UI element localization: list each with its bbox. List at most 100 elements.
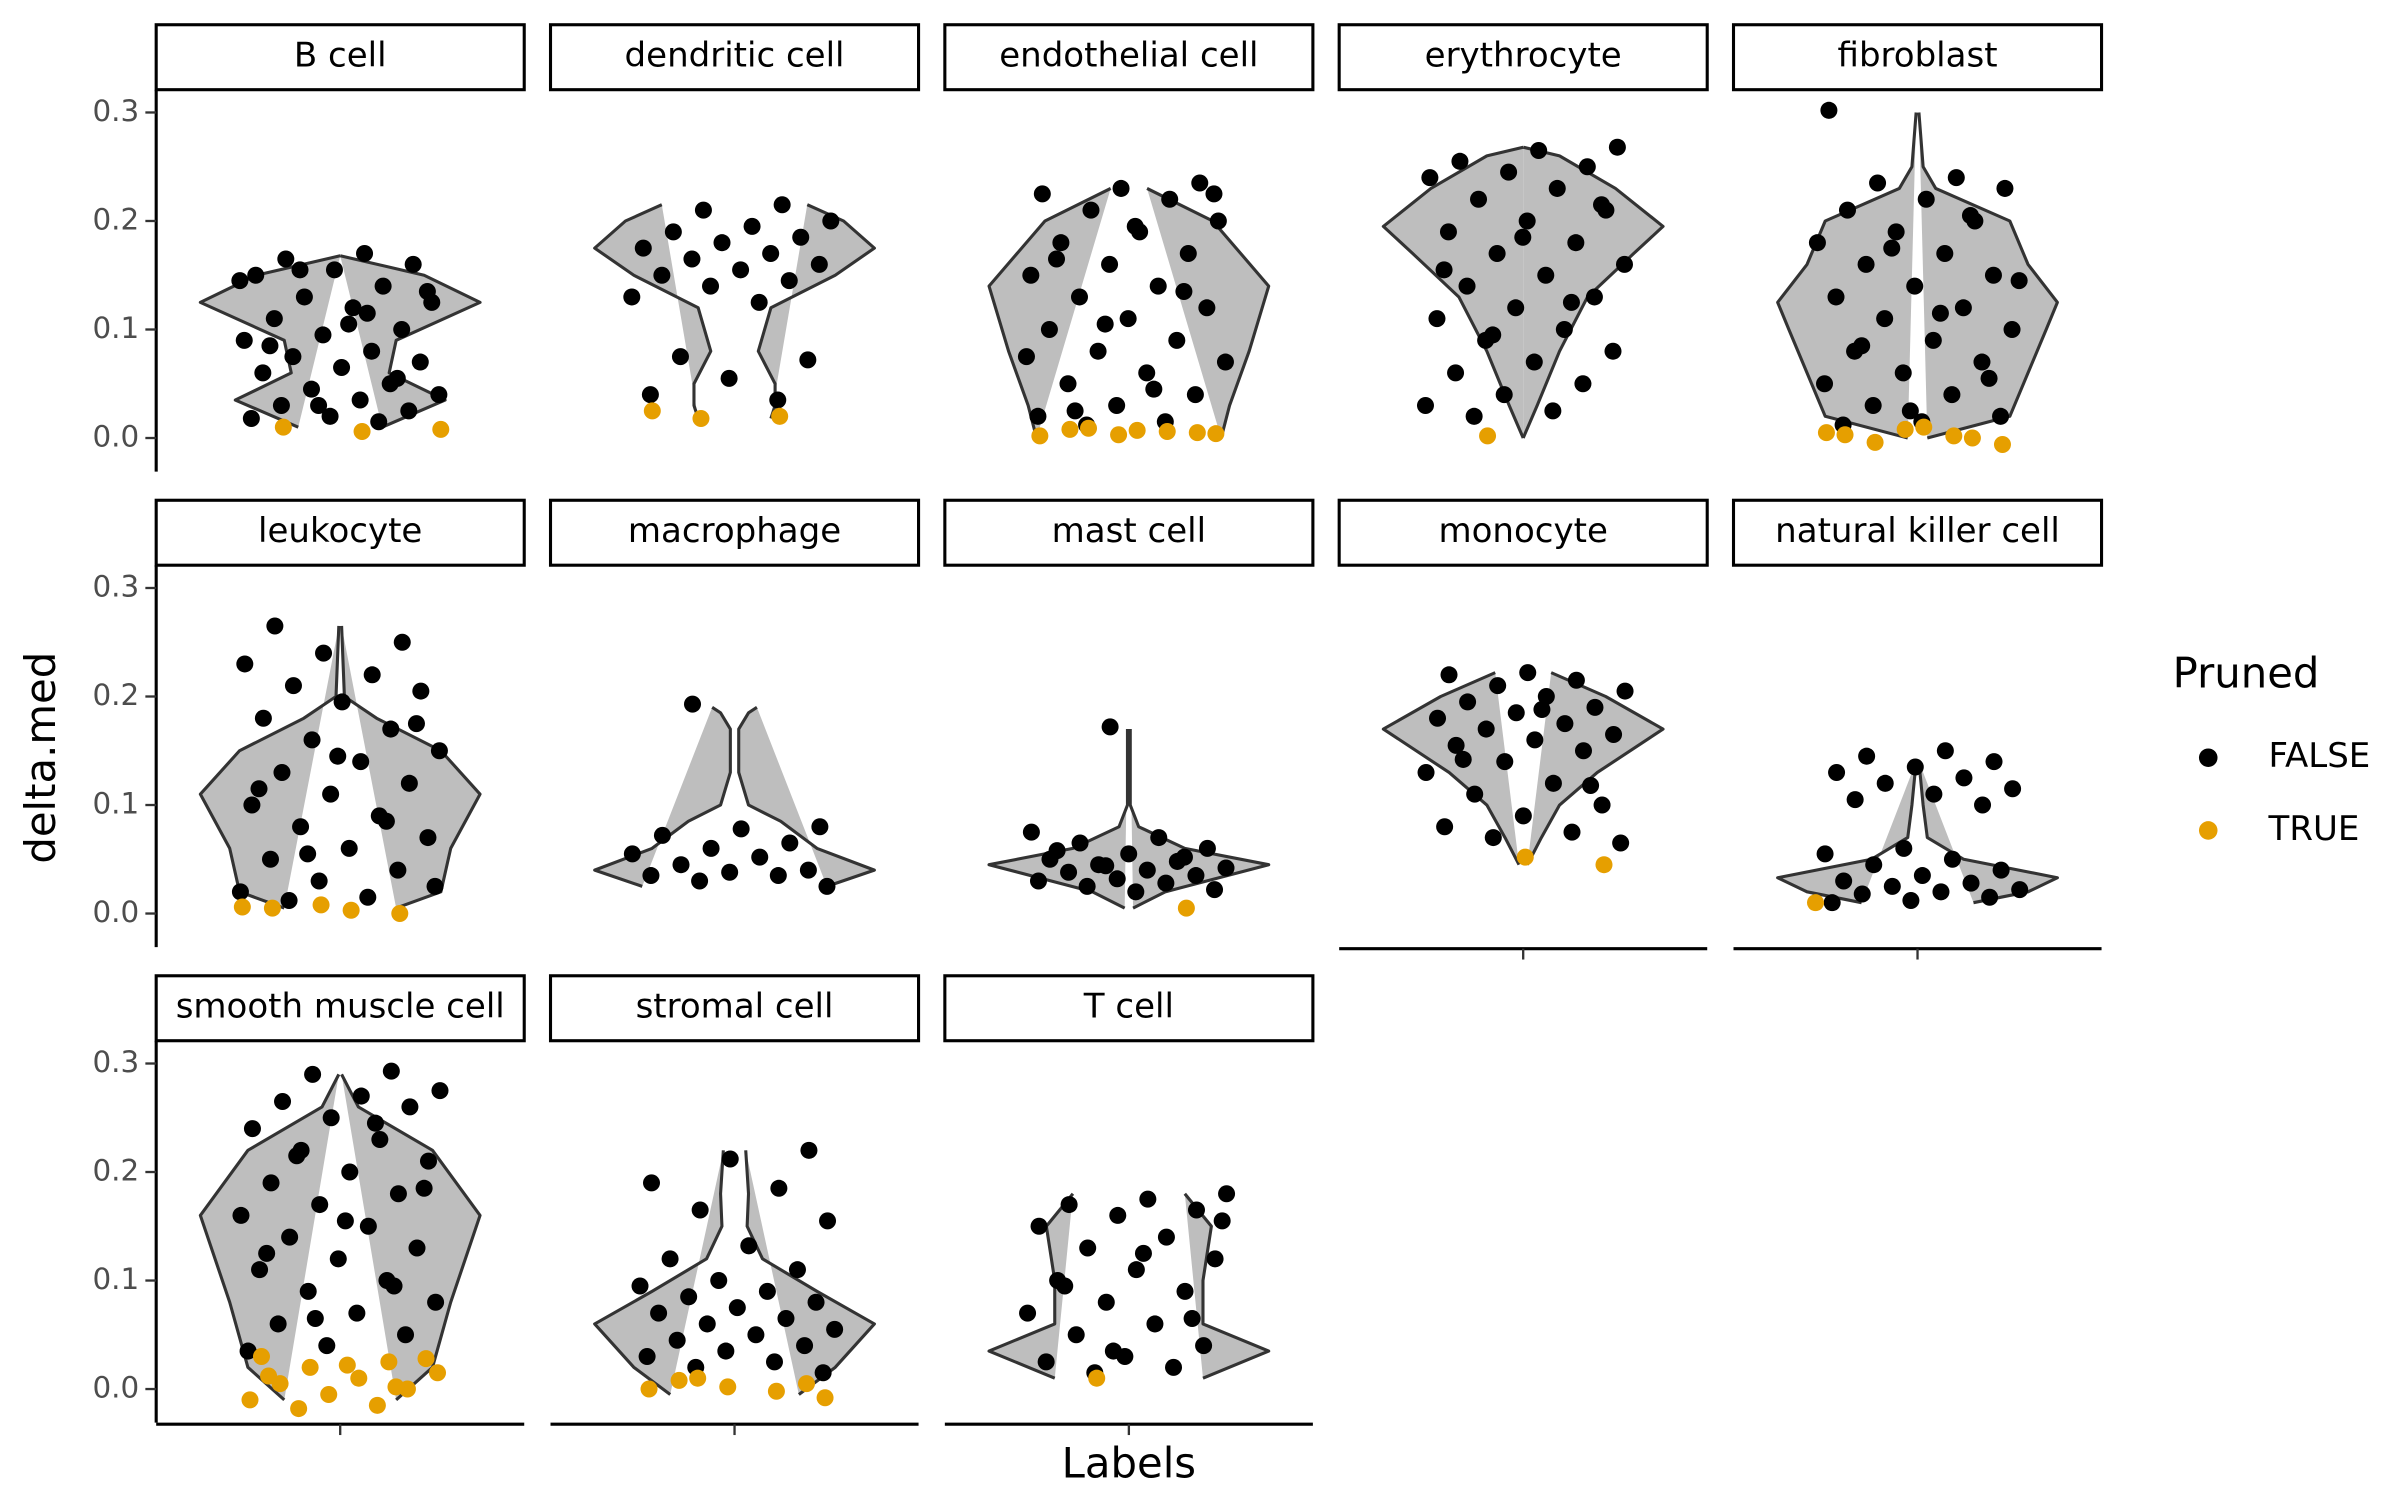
point [1158,422,1176,441]
point [1138,861,1156,879]
point [631,1277,649,1295]
violin-half [1776,112,1918,440]
point [691,872,709,890]
point [1567,234,1585,252]
point [1827,288,1845,306]
point [295,288,313,306]
point [643,402,661,420]
point [1451,152,1469,170]
point [1206,881,1224,899]
point [1052,234,1070,252]
point [819,1212,837,1230]
point [781,834,799,852]
point [1440,666,1458,684]
point [1876,310,1894,328]
point [765,1353,783,1371]
point [1161,190,1179,208]
point [1514,807,1532,825]
point [747,1326,765,1344]
y-tick-label: 0.1 [92,787,139,821]
point [1037,1353,1055,1371]
point [1985,753,2003,771]
point [400,774,418,792]
facet-label: B cell [294,36,387,76]
point [1213,1212,1231,1230]
point [1906,758,1924,776]
legend-title: Pruned [2173,648,2320,697]
point [426,877,444,895]
point [427,1293,445,1311]
point [1936,742,1954,760]
point [640,1380,658,1398]
point [231,883,249,901]
point [683,695,702,713]
point [743,217,761,235]
facet-label: stromal cell [636,987,834,1027]
point [1857,255,1875,273]
point [1179,245,1197,263]
point [299,1282,317,1300]
point [1080,419,1098,437]
point [1544,774,1562,792]
point [773,196,791,214]
point [429,1364,447,1382]
point [250,780,268,798]
facet-strip [548,23,921,92]
point [1563,823,1581,841]
point [352,753,370,771]
point [1417,763,1435,781]
point [306,1310,324,1328]
point [719,1378,737,1396]
y-tick-label: 0.1 [92,311,139,345]
point [1029,407,1047,425]
point [377,812,395,830]
facet-strip [943,974,1315,1043]
point [299,845,317,863]
violin-half [593,1150,725,1396]
point [1150,829,1168,847]
point [258,1244,276,1262]
y-axis-title: delta.med [16,652,65,864]
point [231,272,249,290]
point [800,1141,818,1159]
point [1936,245,1954,263]
point [1139,1190,1157,1208]
point [411,353,429,371]
point [1992,407,2010,425]
point [1067,1326,1085,1344]
point [1205,185,1223,203]
point [333,358,351,376]
point [1017,348,1035,366]
point [311,1196,329,1214]
point [385,1277,403,1295]
point [1206,1250,1224,1268]
point [1507,299,1525,317]
point [382,1062,400,1080]
point [1082,201,1100,219]
point [780,272,798,290]
point [353,422,371,441]
point [388,369,406,387]
point [1807,894,1825,912]
point [1604,342,1622,360]
point [239,1342,257,1360]
violin-half [756,203,876,419]
point [340,315,358,333]
point [404,255,422,273]
point [368,1396,386,1414]
point [1913,867,1931,885]
y-tick-label: 0.0 [92,1371,139,1405]
point [1078,877,1096,895]
point [431,1082,449,1100]
point [1030,1217,1048,1235]
point [1526,731,1544,749]
point [262,1174,280,1192]
point [2011,881,2029,899]
point [1089,342,1107,360]
point [1816,845,1834,863]
point [1894,364,1912,382]
point [363,666,381,684]
point [393,633,411,651]
y-tick-label: 0.2 [92,1154,139,1188]
point [1454,750,1472,768]
